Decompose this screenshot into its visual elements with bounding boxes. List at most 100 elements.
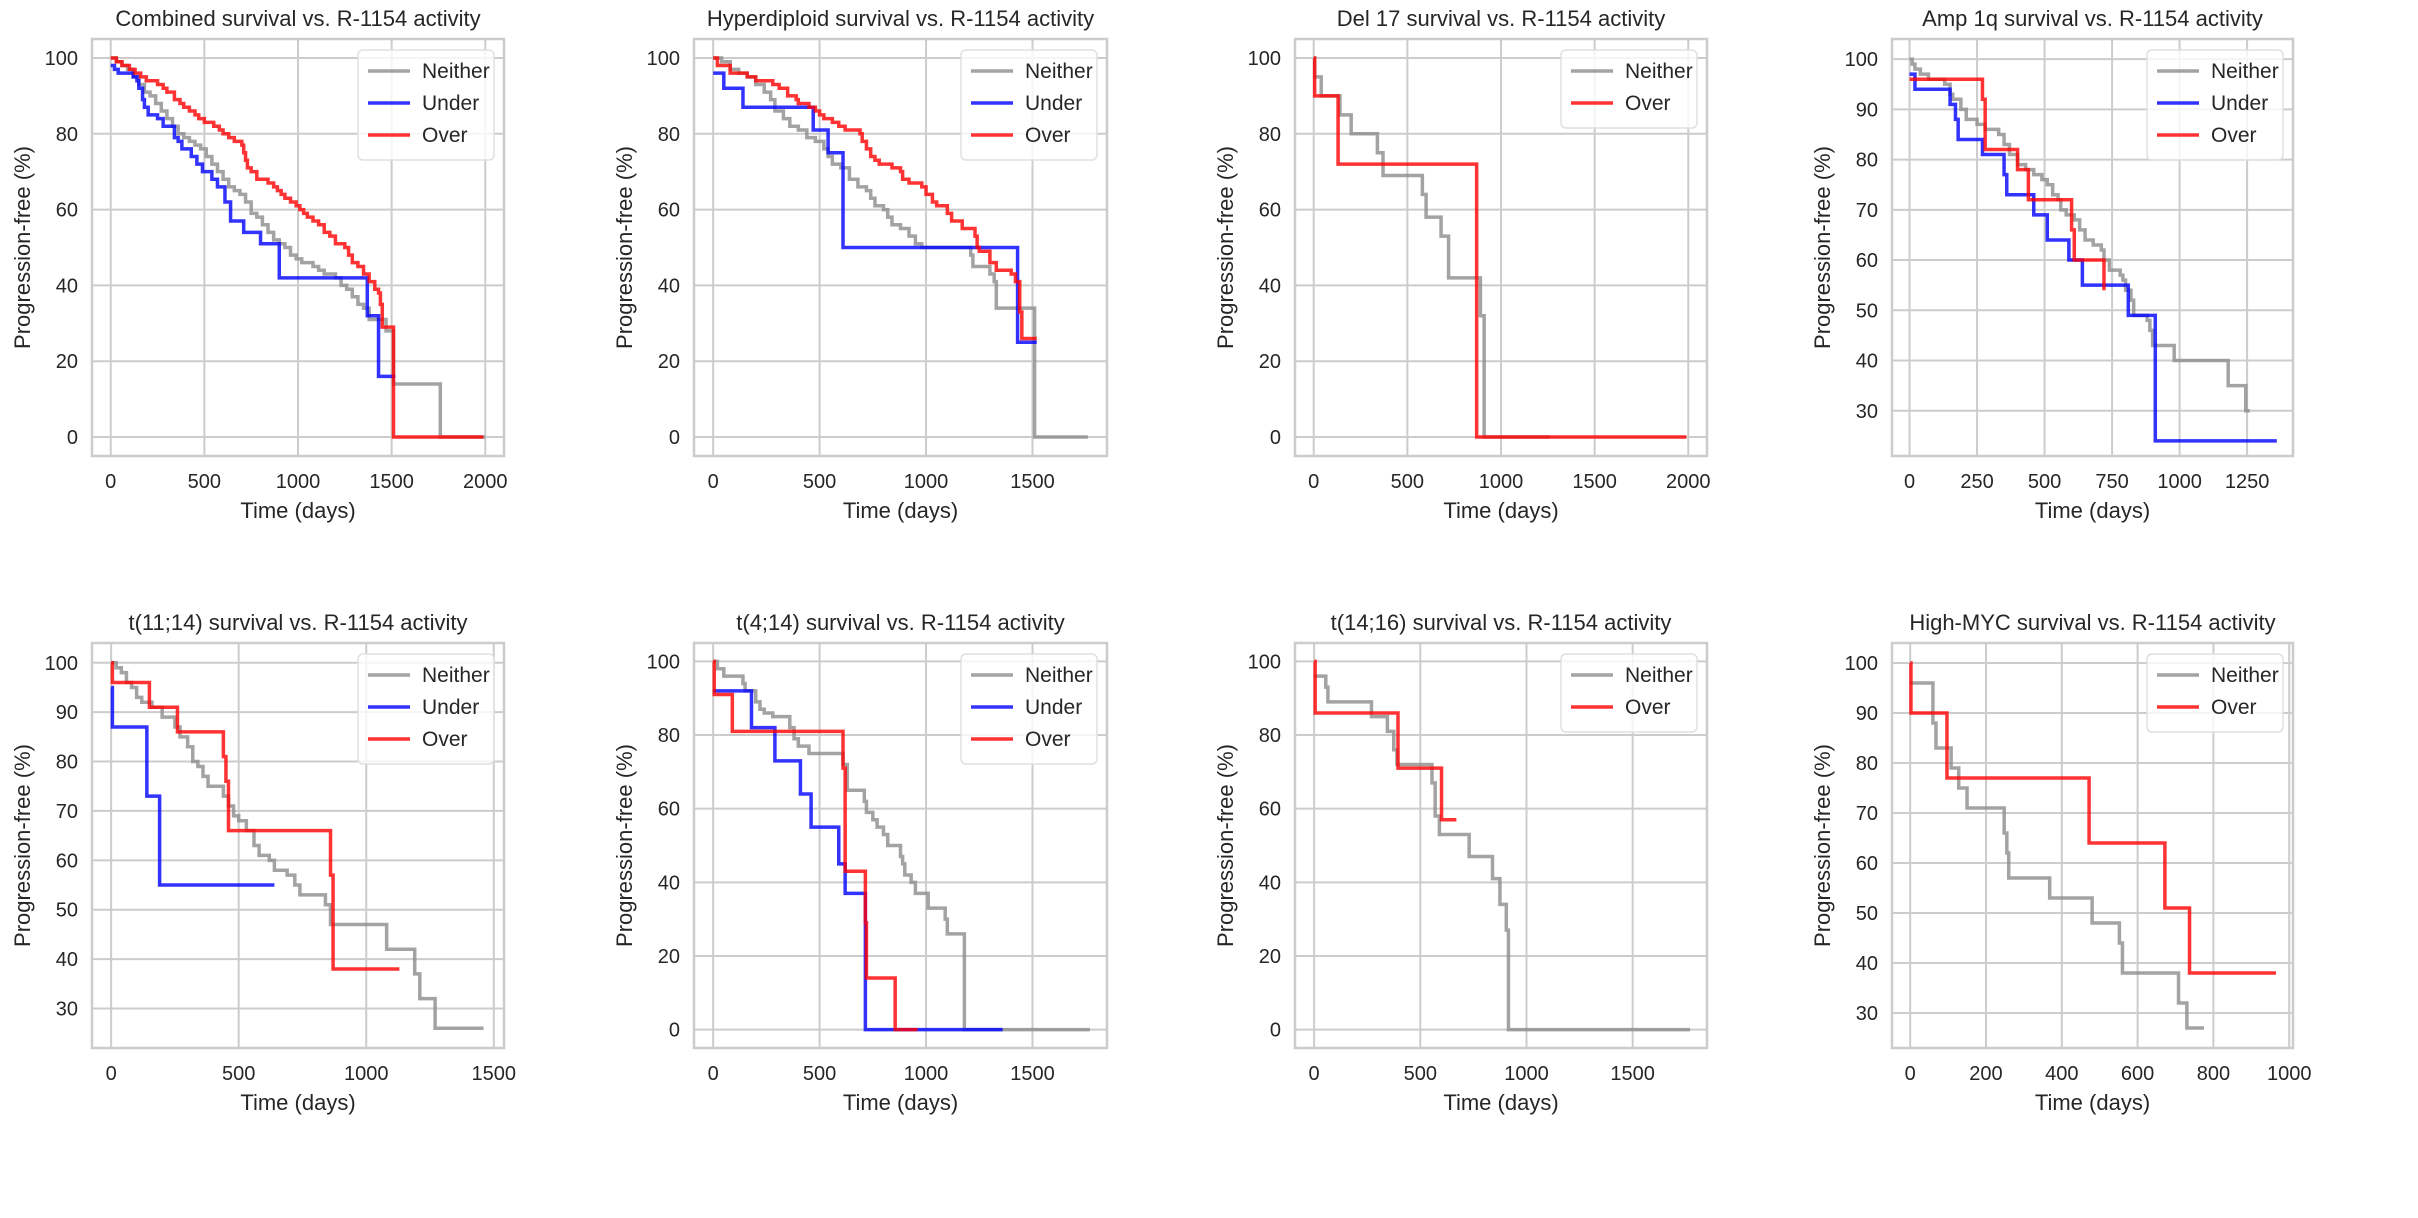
x-tick-label: 0	[1308, 471, 1319, 493]
legend-box	[2146, 49, 2284, 161]
y-tick-label: 90	[1856, 703, 1878, 725]
y-tick-label: 100	[1845, 49, 1878, 71]
y-axis-label: Progression-free (%)	[1810, 146, 1835, 349]
series-line-under	[110, 685, 275, 887]
y-tick-label: 0	[669, 427, 680, 449]
y-tick-label: 20	[1259, 946, 1281, 968]
y-axis-label: Progression-free (%)	[10, 744, 35, 947]
legend: Neither Under Over	[960, 49, 1098, 161]
x-tick-label: 500	[2028, 471, 2061, 493]
legend: Neither Over	[1560, 49, 1698, 129]
y-tick-label: 100	[647, 651, 680, 673]
y-tick-label: 70	[1856, 803, 1878, 825]
y-tick-label: 80	[56, 124, 78, 146]
y-tick-label: 0	[67, 427, 78, 449]
x-tick-label: 1500	[369, 471, 414, 493]
legend: Neither Over	[2146, 653, 2284, 733]
legend-label: Under	[422, 696, 479, 719]
y-tick-label: 80	[1856, 150, 1878, 172]
y-tick-label: 80	[1259, 124, 1281, 146]
plot-frame	[1890, 641, 2295, 1050]
subplot-1: 0 500 1000 1500 2000 0 20 40 60 80 100 Combined sur…	[10, 6, 508, 523]
subplot-title: t(4;14) survival vs. R-1154 activity	[736, 610, 1064, 635]
legend: Neither Under Over	[357, 653, 495, 765]
y-tick-label: 100	[647, 48, 680, 70]
y-tick-label: 50	[56, 900, 78, 922]
legend: Neither Over	[1560, 653, 1698, 733]
y-tick-label: 40	[658, 275, 680, 297]
x-tick-label: 500	[1404, 1063, 1437, 1085]
y-tick-label: 100	[1845, 653, 1878, 675]
y-tick-label: 60	[658, 200, 680, 222]
y-tick-label: 100	[45, 653, 78, 675]
y-tick-label: 70	[1856, 200, 1878, 222]
legend-label: Neither	[1025, 60, 1093, 83]
subplot-title: Combined survival vs. R-1154 activity	[115, 6, 480, 31]
series-line-neither	[110, 56, 486, 439]
x-tick-label: 1000	[2157, 471, 2202, 493]
subplot-8: 0 200 400 600 800 1000 30 40 50 60 70 80 90 100 High-M…	[1810, 610, 2311, 1115]
subplot-title: t(14;16) survival vs. R-1154 activity	[1331, 610, 1672, 635]
subplot-7: 0 500 1000 1500 0 20 40 60 80 100 t(14;16) surviva…	[1213, 610, 1709, 1115]
x-axis-label: Time (days)	[2035, 498, 2150, 523]
plot-frame	[692, 37, 1109, 458]
series-line-over	[1909, 77, 2106, 291]
legend-label: Neither	[422, 60, 490, 83]
legend-label: Over	[1025, 124, 1071, 147]
legend-label: Neither	[1625, 664, 1693, 687]
x-axis-label: Time (days)	[843, 1090, 958, 1115]
legend-label: Over	[1625, 92, 1671, 115]
subplot-title: t(11;14) survival vs. R-1154 activity	[128, 610, 467, 635]
y-tick-label: 60	[56, 850, 78, 872]
x-tick-label: 1500	[1010, 1063, 1055, 1085]
legend: Neither Under Over	[960, 653, 1098, 765]
x-tick-label: 0	[1905, 1063, 1916, 1085]
series-line-over	[1909, 661, 2276, 975]
x-tick-label: 1000	[904, 1063, 949, 1085]
series-line-over	[1313, 659, 1457, 822]
y-tick-label: 60	[1856, 250, 1878, 272]
y-tick-label: 0	[1270, 427, 1281, 449]
y-tick-label: 100	[1248, 651, 1281, 673]
subplot-2: 0 500 1000 1500 0 20 40 60 80 100 Hyperdiploid sur…	[612, 6, 1109, 523]
legend-box	[357, 49, 495, 161]
y-tick-label: 100	[1248, 48, 1281, 70]
plot-frame	[692, 641, 1109, 1050]
x-tick-label: 0	[1904, 471, 1915, 493]
x-tick-label: 1000	[344, 1063, 389, 1085]
legend-label: Over	[2211, 696, 2257, 719]
y-axis-label: Progression-free (%)	[1810, 744, 1835, 947]
y-tick-label: 40	[1259, 872, 1281, 894]
series-line-under	[713, 71, 1037, 345]
legend-box	[960, 653, 1098, 765]
x-tick-label: 750	[2095, 471, 2128, 493]
legend-label: Over	[2211, 124, 2257, 147]
x-axis-label: Time (days)	[240, 498, 355, 523]
legend-label: Under	[1025, 92, 1082, 115]
y-axis-label: Progression-free (%)	[10, 146, 35, 349]
series-line-over	[110, 56, 484, 439]
x-tick-label: 0	[708, 471, 719, 493]
y-tick-label: 20	[658, 946, 680, 968]
x-tick-label: 1500	[1010, 471, 1055, 493]
x-tick-label: 500	[1391, 471, 1424, 493]
x-tick-label: 1000	[1479, 471, 1524, 493]
x-tick-label: 600	[2121, 1063, 2154, 1085]
series-line-neither	[1312, 56, 1550, 439]
x-tick-label: 0	[1309, 1063, 1320, 1085]
y-tick-label: 60	[1259, 799, 1281, 821]
legend-label: Over	[1025, 728, 1071, 751]
y-axis-label: Progression-free (%)	[612, 146, 637, 349]
subplot-6: 0 500 1000 1500 0 20 40 60 80 100 t(4;14) survival…	[612, 610, 1109, 1115]
y-axis-label: Progression-free (%)	[612, 744, 637, 947]
series-line-over	[712, 659, 918, 1032]
x-tick-label: 800	[2197, 1063, 2230, 1085]
x-tick-label: 1000	[2267, 1063, 2312, 1085]
y-tick-label: 20	[658, 351, 680, 373]
y-tick-label: 40	[658, 872, 680, 894]
x-tick-label: 500	[188, 471, 221, 493]
series-line-under	[1909, 72, 2277, 443]
x-tick-label: 1250	[2225, 471, 2270, 493]
x-tick-label: 1000	[904, 471, 949, 493]
series-line-under	[713, 689, 1003, 1032]
